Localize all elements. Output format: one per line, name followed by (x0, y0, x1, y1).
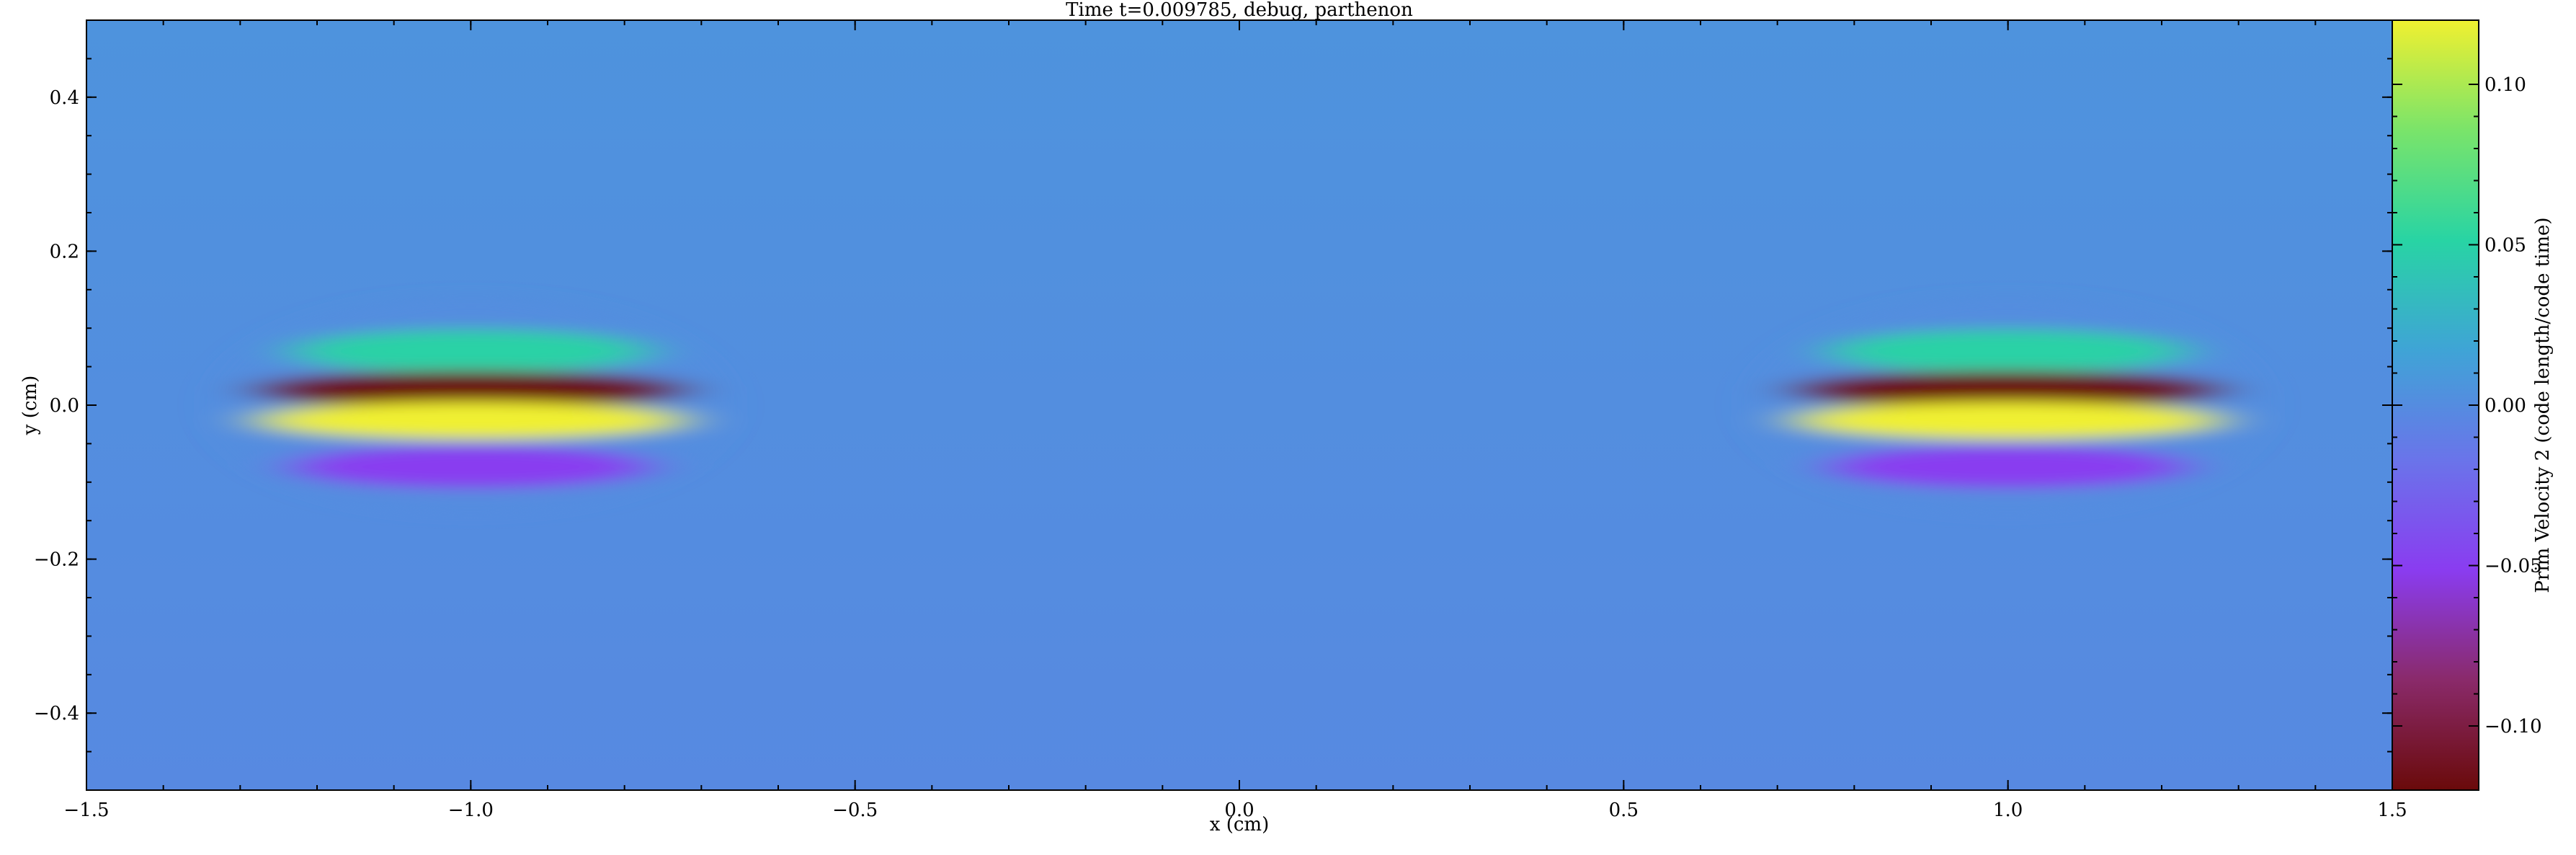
x-tick-label: −1.0 (448, 799, 494, 821)
y-axis-label: y (cm) (19, 376, 41, 435)
colorbar-tick-label: −0.10 (2484, 716, 2542, 737)
x-tick-label: 0.0 (1224, 799, 1254, 821)
x-axis-label: x (cm) (1210, 814, 1269, 836)
y-tick-label: 0.2 (50, 241, 79, 262)
x-tick-label: 1.0 (1993, 799, 2023, 821)
y-tick-label: −0.4 (34, 703, 79, 725)
x-tick-label: −1.5 (63, 799, 109, 821)
feature-band-core-1 (384, 340, 558, 363)
colorbar-gradient (2392, 20, 2479, 790)
velocity-feature-1 (240, 297, 702, 513)
y-tick-label: −0.2 (34, 549, 79, 571)
heatmap-plot-area (86, 19, 2393, 791)
feature-band-core-2 (362, 379, 579, 400)
colorbar-tick-label: 0.00 (2484, 395, 2526, 417)
feature-band-core-3 (1899, 410, 2116, 431)
feature-band-core-4 (1921, 455, 2095, 479)
velocity-feature-2 (1777, 297, 2239, 513)
colorbar-tick-label: 0.05 (2484, 235, 2526, 257)
colorbar-tick-label: 0.10 (2484, 74, 2526, 96)
x-axis-ticks: −1.5 −1.0 −0.5 0.0 0.5 1.0 1.5 (63, 20, 2407, 821)
heatmap-features (240, 297, 2239, 513)
y-tick-label: 0.4 (50, 87, 79, 109)
feature-band-core-3 (362, 410, 579, 431)
x-tick-label: 0.5 (1609, 799, 1639, 821)
y-tick-label: 0.0 (50, 395, 79, 417)
feature-band-core-1 (1921, 340, 2095, 363)
colorbar-tick-label: −0.05 (2484, 556, 2542, 577)
x-tick-label: 1.5 (2377, 799, 2407, 821)
y-axis-ticks: −0.4 −0.2 0.0 0.2 0.4 (34, 19, 2392, 791)
colorbar-label: Prim Velocity 2 (code length/code time) (2532, 217, 2554, 593)
chart-title: Time t=0.009785, debug, parthenon (1066, 0, 1413, 21)
colorbar-ticks: −0.10 −0.05 0.00 0.05 0.10 (2392, 74, 2542, 737)
feature-band-core-2 (1899, 379, 2116, 400)
feature-band-core-4 (384, 455, 558, 479)
x-tick-label: −0.5 (832, 799, 878, 821)
colorbar: −0.10 −0.05 0.00 0.05 0.10 Prim Velocity 2 (… (2392, 19, 2554, 791)
